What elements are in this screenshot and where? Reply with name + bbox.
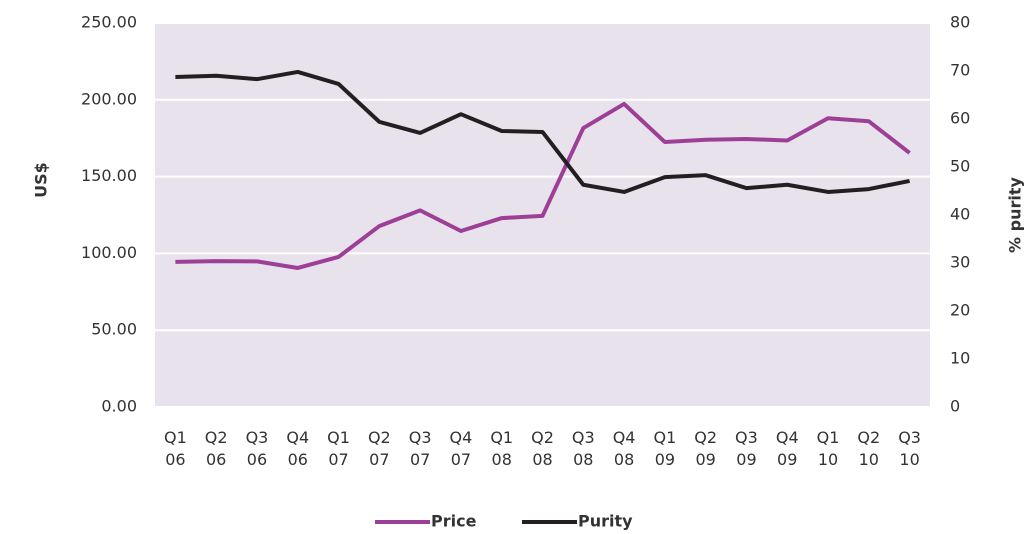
legend-label: Purity: [578, 512, 633, 531]
y2-tick-label: 80: [950, 13, 970, 32]
x-tick-label: Q4 08: [613, 428, 636, 469]
y2-tick-label: 30: [950, 253, 970, 272]
x-tick-label: Q1 10: [817, 428, 840, 469]
x-tick-label: Q2 06: [205, 428, 228, 469]
y-tick-label: 50.00: [91, 320, 137, 339]
y-tick-label: 150.00: [81, 166, 137, 185]
x-tick-label: Q1 09: [653, 428, 676, 469]
y2-tick-label: 60: [950, 109, 970, 128]
x-tick-label: Q1 07: [327, 428, 350, 469]
y2-tick-label: 70: [950, 61, 970, 80]
y-tick-label: 250.00: [81, 13, 137, 32]
x-tick-label: Q4 06: [286, 428, 309, 469]
y2-tick-label: 40: [950, 205, 970, 224]
y-tick-label: 200.00: [81, 89, 137, 108]
y-axis-title: US$: [32, 162, 51, 198]
x-tick-label: Q4 07: [450, 428, 473, 469]
x-tick-label: Q3 07: [409, 428, 432, 469]
x-tick-label: Q3 10: [898, 428, 921, 469]
x-tick-label: Q3 08: [572, 428, 595, 469]
x-tick-label: Q3 06: [246, 428, 269, 469]
x-tick-label: Q3 09: [735, 428, 758, 469]
y2-axis-title: % purity: [1006, 176, 1025, 252]
x-tick-label: Q2 08: [531, 428, 554, 469]
series-line: [175, 101, 911, 270]
y-tick-label: 100.00: [81, 243, 137, 262]
x-tick-label: Q1 08: [490, 428, 513, 469]
x-tick-label: Q2 07: [368, 428, 391, 469]
y2-tick-label: 0: [950, 397, 960, 416]
x-tick-label: Q4 09: [776, 428, 799, 469]
y2-tick-label: 50: [950, 157, 970, 176]
y2-tick-label: 10: [950, 349, 970, 368]
x-tick-label: Q2 10: [857, 428, 880, 469]
x-tick-label: Q2 09: [694, 428, 717, 469]
x-tick-label: Q1 06: [164, 428, 187, 469]
y-tick-label: 0.00: [101, 397, 137, 416]
legend-label: Price: [431, 512, 477, 531]
y2-tick-label: 20: [950, 301, 970, 320]
series-line: [175, 69, 910, 194]
